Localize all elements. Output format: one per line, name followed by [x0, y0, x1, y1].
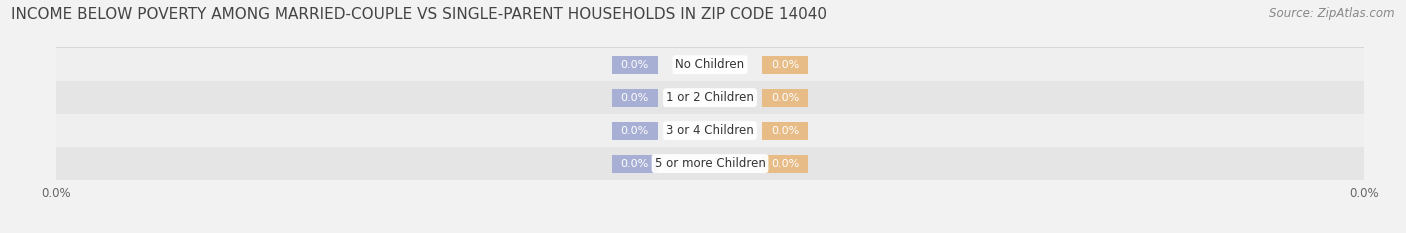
- Bar: [56, 81, 1364, 114]
- Bar: [612, 89, 658, 107]
- Text: 0.0%: 0.0%: [770, 159, 800, 169]
- Text: Source: ZipAtlas.com: Source: ZipAtlas.com: [1270, 7, 1395, 20]
- Bar: [56, 114, 1364, 147]
- Bar: [762, 122, 808, 140]
- Bar: [612, 154, 658, 173]
- Text: 0.0%: 0.0%: [620, 60, 650, 70]
- Bar: [762, 154, 808, 173]
- Bar: [762, 89, 808, 107]
- Text: No Children: No Children: [675, 58, 745, 71]
- Bar: [56, 48, 1364, 81]
- Text: 0.0%: 0.0%: [770, 93, 800, 103]
- Bar: [762, 56, 808, 74]
- Text: 0.0%: 0.0%: [620, 126, 650, 136]
- Text: INCOME BELOW POVERTY AMONG MARRIED-COUPLE VS SINGLE-PARENT HOUSEHOLDS IN ZIP COD: INCOME BELOW POVERTY AMONG MARRIED-COUPL…: [11, 7, 827, 22]
- Text: 0.0%: 0.0%: [620, 159, 650, 169]
- Text: 0.0%: 0.0%: [770, 126, 800, 136]
- Text: 0.0%: 0.0%: [770, 60, 800, 70]
- Bar: [612, 56, 658, 74]
- Text: 1 or 2 Children: 1 or 2 Children: [666, 91, 754, 104]
- Bar: [56, 147, 1364, 180]
- Text: 5 or more Children: 5 or more Children: [655, 157, 765, 170]
- Bar: [612, 122, 658, 140]
- Text: 3 or 4 Children: 3 or 4 Children: [666, 124, 754, 137]
- Text: 0.0%: 0.0%: [620, 93, 650, 103]
